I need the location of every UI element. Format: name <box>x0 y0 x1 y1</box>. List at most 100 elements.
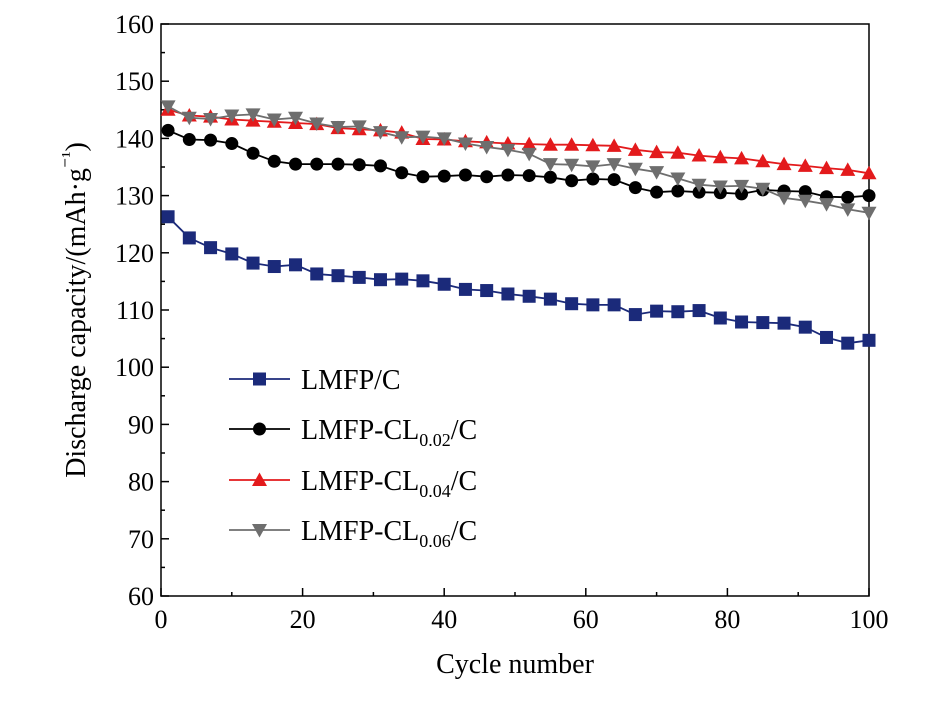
legend-label: LMFP-CL0.06/C <box>301 516 477 551</box>
data-point <box>415 130 431 145</box>
data-point <box>543 292 557 306</box>
legend-marker <box>252 472 267 486</box>
data-point <box>691 148 707 162</box>
legend-label: LMFP-CL0.02/C <box>301 415 477 450</box>
data-point <box>480 284 494 298</box>
data-point <box>204 133 218 147</box>
series-line <box>167 108 870 175</box>
data-point <box>521 136 537 151</box>
legend: LMFP/C LMFP-CL0.02/C LMFP-CL0.04/C LMFP-CL0… <box>229 365 477 551</box>
x-tick-label: 60 <box>573 605 599 634</box>
data-point <box>204 241 218 255</box>
y-tick-label: 140 <box>115 124 154 153</box>
data-point <box>522 289 536 303</box>
data-point <box>480 170 494 184</box>
data-point <box>862 189 876 203</box>
data-point <box>182 133 196 147</box>
data-point <box>161 210 175 224</box>
data-point <box>691 178 707 193</box>
legend-entry: LMFP/C <box>229 365 401 396</box>
data-point <box>776 191 792 206</box>
data-point <box>564 137 580 151</box>
data-point <box>565 174 579 188</box>
data-point <box>797 194 813 209</box>
legend-marker <box>253 422 266 436</box>
data-point <box>649 144 665 159</box>
data-point <box>861 206 877 221</box>
y-tick-label: 70 <box>128 525 154 554</box>
data-point <box>627 162 643 177</box>
data-point <box>395 166 409 180</box>
data-point <box>161 123 175 137</box>
data-point <box>246 256 260 270</box>
y-axis-title: Discharge capacity/(mAh·g⁻¹) <box>58 142 92 478</box>
data-point <box>734 150 750 165</box>
data-point <box>501 287 515 301</box>
data-point <box>862 333 876 347</box>
data-point <box>224 109 240 124</box>
axis-ticks: 0 20 40 60 80 100 60 70 80 90 100 110 120 130 140 150 16… <box>115 10 889 634</box>
data-point <box>372 126 388 140</box>
y-tick-label: 90 <box>128 410 154 439</box>
legend-entry: LMFP-CL0.06/C <box>229 516 477 551</box>
y-tick-label: 110 <box>116 296 154 325</box>
x-axis-title: Cycle number <box>436 649 595 680</box>
data-point <box>436 132 452 146</box>
legend-marker <box>253 372 266 386</box>
y-tick-label: 100 <box>115 353 154 382</box>
data-point <box>798 320 812 334</box>
data-point <box>861 165 877 180</box>
data-point <box>542 158 558 172</box>
data-point <box>841 190 855 204</box>
data-point <box>331 269 345 283</box>
data-point <box>542 137 558 151</box>
legend-entry: LMFP-CL0.04/C <box>229 466 477 501</box>
data-point <box>457 137 473 152</box>
data-point <box>373 159 387 173</box>
data-point <box>797 158 813 172</box>
data-point <box>289 157 303 171</box>
data-point <box>777 316 791 330</box>
y-tick-label: 80 <box>128 468 154 497</box>
data-point <box>395 272 409 286</box>
y-tick-label: 130 <box>115 182 154 211</box>
data-point <box>181 111 197 126</box>
data-point <box>712 180 728 194</box>
data-point <box>840 162 856 176</box>
data-point <box>267 154 281 168</box>
data-point <box>585 160 601 174</box>
x-tick-label: 0 <box>155 605 168 634</box>
data-point <box>712 149 728 164</box>
data-point <box>565 297 579 311</box>
data-point <box>628 181 642 195</box>
data-point <box>841 336 855 350</box>
x-tick-label: 80 <box>714 605 740 634</box>
data-point <box>267 260 281 274</box>
series-2 <box>161 123 876 204</box>
data-point <box>160 100 176 114</box>
x-tick-label: 100 <box>850 605 889 634</box>
axes-frame <box>160 23 870 597</box>
data-point <box>734 179 750 194</box>
data-point <box>649 166 665 180</box>
data-point <box>586 172 600 186</box>
data-point <box>713 311 727 325</box>
y-tick-label: 150 <box>115 67 154 96</box>
data-point <box>352 158 366 172</box>
data-point <box>776 156 792 171</box>
y-tick-label: 160 <box>115 10 154 39</box>
series-line <box>167 129 870 199</box>
x-tick-label: 40 <box>431 605 457 634</box>
data-point <box>606 158 622 172</box>
data-point <box>501 168 515 182</box>
data-point <box>521 147 537 162</box>
data-point <box>671 184 685 198</box>
data-point <box>692 304 706 318</box>
data-point <box>330 120 346 135</box>
data-point <box>394 131 410 145</box>
data-point <box>607 173 621 187</box>
data-point <box>289 258 303 272</box>
data-point <box>352 270 366 284</box>
data-point <box>225 247 239 261</box>
